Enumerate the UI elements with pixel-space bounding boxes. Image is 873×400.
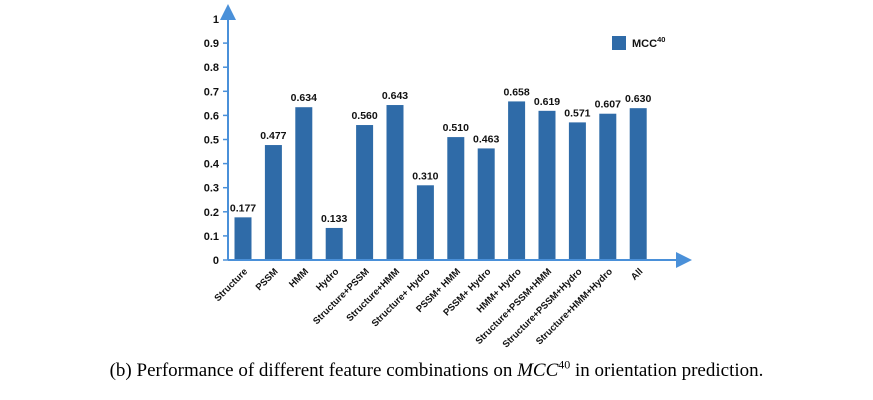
bar-value-label: 0.510 — [443, 122, 469, 134]
bar — [477, 148, 495, 260]
category-label: Structure — [212, 266, 250, 304]
y-tick-label: 0.9 — [204, 38, 219, 50]
bar-value-label: 0.463 — [473, 133, 499, 145]
bar — [508, 101, 526, 260]
category-label: Structure+HMM — [345, 266, 403, 324]
y-tick-label: 0 — [213, 255, 219, 267]
bar-value-label: 0.177 — [230, 202, 256, 214]
legend-label-sup: 40 — [657, 35, 665, 44]
bar — [599, 113, 617, 260]
bar-value-label: 0.619 — [534, 96, 560, 108]
y-tick-label: 0.7 — [204, 86, 219, 98]
bar — [447, 137, 465, 260]
y-tick-label: 0.1 — [204, 231, 219, 243]
bar — [568, 122, 586, 260]
value-labels: 0.177 0.477 0.634 0.133 0.560 0.643 0.310 0.510… — [230, 86, 652, 225]
bar-value-label: 0.560 — [351, 110, 377, 122]
bar-value-label: 0.630 — [625, 93, 651, 105]
category-label: Hydro — [314, 266, 341, 293]
bar — [325, 227, 343, 260]
y-tick-label: 0.2 — [204, 207, 219, 219]
caption-metric: MCC — [517, 360, 559, 381]
y-tick-label: 0.8 — [204, 62, 219, 74]
bar-value-label: 0.607 — [595, 99, 621, 111]
y-tick-label: 0.3 — [204, 183, 219, 195]
legend-swatch — [612, 36, 626, 50]
y-tick-label: 0.4 — [204, 159, 220, 171]
bar-value-label: 0.658 — [503, 86, 529, 98]
bar — [416, 185, 434, 260]
legend-label: MCC40 — [632, 35, 665, 50]
bar — [356, 125, 374, 260]
y-tick-label: 1 — [213, 14, 219, 26]
bar — [629, 108, 647, 260]
y-tick-label: 0.6 — [204, 110, 219, 122]
bar-value-label: 0.133 — [321, 213, 347, 225]
y-axis-ticks: 0 0.1 0.2 0.3 0.4 0.5 0.6 0.7 0.8 0.9 1 — [204, 14, 228, 267]
bar-value-label: 0.310 — [412, 170, 438, 182]
bars — [234, 101, 647, 261]
bar-value-label: 0.634 — [291, 92, 317, 104]
caption-suffix: in orientation prediction. — [570, 360, 764, 381]
bar — [538, 110, 556, 260]
bar-value-label: 0.643 — [382, 90, 408, 102]
category-labels: Structure PSSM HMM HydroStructure+PSSMStruc… — [212, 266, 645, 350]
y-tick-label: 0.5 — [204, 135, 219, 147]
caption-prefix: (b) Performance of different feature com… — [109, 360, 518, 381]
category-label: PSSM — [254, 266, 281, 293]
bar-value-label: 0.571 — [564, 107, 590, 119]
bar-chart: 0 0.1 0.2 0.3 0.4 0.5 0.6 0.7 0.8 0.9 1 0.177 0.477… — [204, 4, 692, 350]
category-label: All — [629, 266, 645, 282]
bar — [295, 107, 313, 261]
legend: MCC40 — [612, 35, 665, 50]
category-label: HMM — [287, 266, 311, 290]
figure-caption: (b) Performance of different feature com… — [0, 357, 873, 382]
bar-value-label: 0.477 — [260, 130, 286, 142]
bar — [386, 105, 404, 260]
bar — [264, 145, 282, 260]
caption-metric-sup: 40 — [558, 357, 571, 372]
legend-label-main: MCC — [632, 38, 657, 50]
bar — [234, 217, 252, 260]
